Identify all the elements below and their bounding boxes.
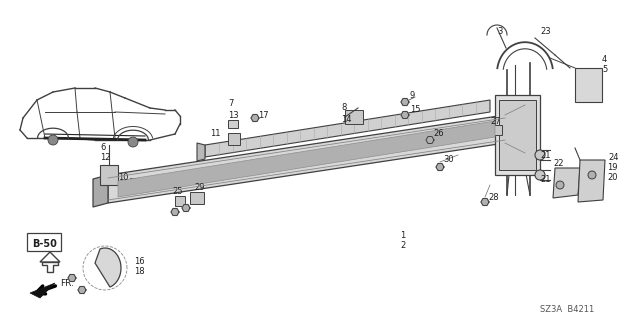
- Text: 28: 28: [488, 194, 499, 203]
- Text: SZ3A  B4211: SZ3A B4211: [540, 306, 595, 315]
- Text: 30: 30: [443, 155, 454, 165]
- Polygon shape: [175, 196, 185, 206]
- Text: 7: 7: [228, 100, 234, 108]
- Text: 1: 1: [400, 231, 405, 240]
- Text: 18: 18: [134, 268, 145, 277]
- Polygon shape: [190, 192, 204, 204]
- Polygon shape: [553, 168, 580, 198]
- Text: 22: 22: [553, 160, 563, 168]
- Circle shape: [48, 135, 58, 145]
- Text: 23: 23: [540, 27, 550, 36]
- Text: 26: 26: [433, 129, 444, 137]
- Circle shape: [556, 181, 564, 189]
- Polygon shape: [40, 252, 60, 262]
- Polygon shape: [30, 283, 55, 298]
- Text: 25: 25: [172, 188, 182, 197]
- Polygon shape: [228, 133, 240, 145]
- Polygon shape: [42, 262, 58, 272]
- Text: 21: 21: [540, 175, 550, 184]
- Polygon shape: [495, 95, 540, 175]
- Polygon shape: [100, 165, 118, 185]
- Text: 17: 17: [258, 112, 269, 121]
- Text: 4: 4: [602, 56, 607, 64]
- Polygon shape: [93, 175, 108, 207]
- Text: 2: 2: [400, 241, 405, 249]
- Polygon shape: [228, 120, 238, 128]
- Polygon shape: [345, 110, 363, 124]
- Polygon shape: [68, 275, 76, 281]
- Circle shape: [588, 171, 596, 179]
- Text: 8: 8: [341, 103, 346, 113]
- Text: B-50: B-50: [32, 239, 57, 249]
- Text: 14: 14: [341, 115, 351, 124]
- Text: 12: 12: [100, 153, 111, 162]
- Text: 5: 5: [602, 65, 607, 75]
- Polygon shape: [426, 137, 434, 144]
- Polygon shape: [490, 125, 502, 135]
- Polygon shape: [401, 99, 409, 106]
- Circle shape: [535, 150, 545, 160]
- Polygon shape: [436, 164, 444, 170]
- Text: 13: 13: [228, 112, 239, 121]
- Polygon shape: [182, 204, 190, 211]
- Text: 24: 24: [608, 153, 618, 162]
- Text: 11: 11: [210, 130, 221, 138]
- Text: FR.: FR.: [60, 278, 74, 287]
- Polygon shape: [95, 248, 121, 287]
- Polygon shape: [197, 143, 205, 161]
- Text: 9: 9: [410, 92, 415, 100]
- Circle shape: [128, 137, 138, 147]
- Text: 19: 19: [607, 164, 618, 173]
- Polygon shape: [205, 100, 490, 157]
- Polygon shape: [118, 121, 495, 197]
- Polygon shape: [108, 115, 505, 203]
- Text: 3: 3: [497, 27, 502, 36]
- Text: 21: 21: [540, 151, 550, 160]
- Text: 15: 15: [410, 106, 420, 115]
- Polygon shape: [130, 178, 140, 188]
- Text: 20: 20: [607, 174, 618, 182]
- Text: 6: 6: [100, 144, 106, 152]
- Polygon shape: [578, 160, 605, 202]
- FancyBboxPatch shape: [27, 233, 61, 251]
- Circle shape: [535, 170, 545, 180]
- Text: 10: 10: [118, 174, 129, 182]
- Polygon shape: [401, 112, 409, 118]
- Polygon shape: [499, 100, 536, 170]
- Polygon shape: [575, 68, 602, 102]
- Polygon shape: [171, 209, 179, 215]
- Polygon shape: [251, 115, 259, 122]
- Polygon shape: [78, 286, 86, 293]
- Text: 29: 29: [194, 182, 205, 191]
- Text: 27: 27: [490, 117, 500, 127]
- Text: 16: 16: [134, 257, 145, 266]
- Polygon shape: [481, 198, 489, 205]
